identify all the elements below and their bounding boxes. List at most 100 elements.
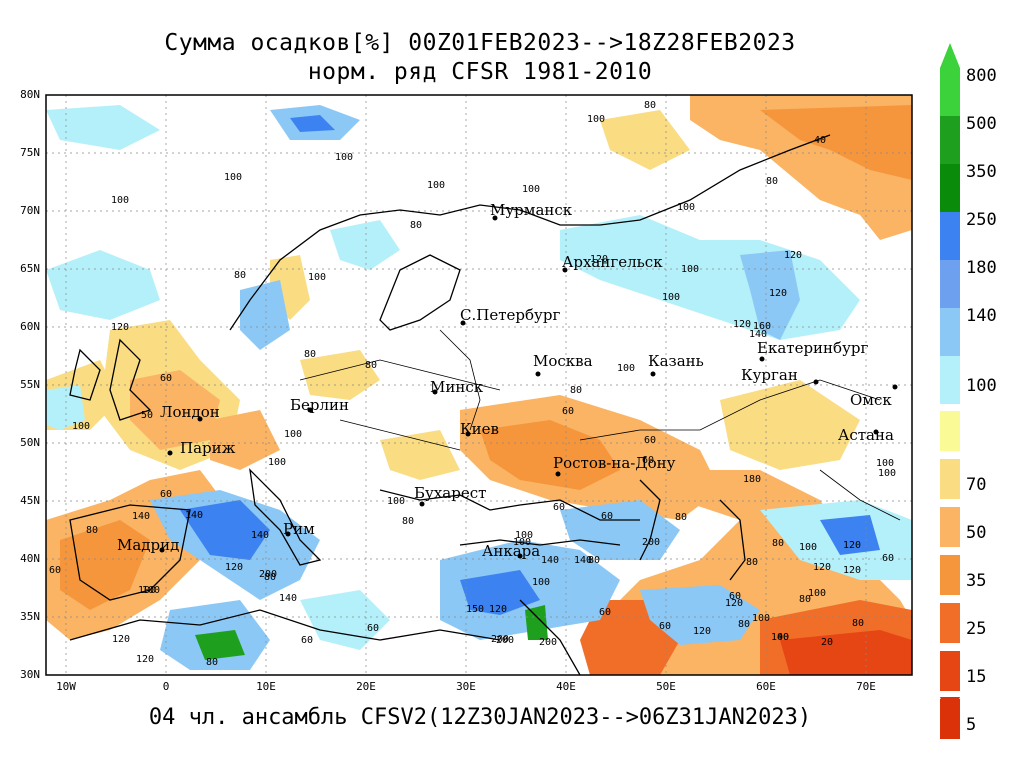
contour-label: 120 (813, 562, 831, 573)
contour-label: 120 (843, 565, 861, 576)
contour-label: 80 (772, 538, 784, 549)
city-label: Курган (741, 366, 798, 384)
contour-label: 60 (301, 635, 313, 646)
lon-label: 20E (356, 680, 376, 693)
contour-label: 50 (141, 410, 153, 421)
contour-label: 100 (268, 457, 286, 468)
city-label: Париж (180, 439, 236, 457)
lat-label: 55N (20, 378, 40, 391)
colorbar-label: 35 (966, 571, 987, 591)
contour-label: 60 (553, 502, 565, 513)
contour-label: 80 (410, 220, 422, 231)
colorbar-label: 25 (966, 619, 987, 639)
lat-label: 75N (20, 146, 40, 159)
contour-label: 140 (574, 555, 592, 566)
contour-label: 120 (693, 626, 711, 637)
map-plot-area (46, 95, 912, 675)
city-label: Минск (430, 378, 484, 396)
contour-label: 120 (784, 250, 802, 261)
contour-label: 200 (259, 569, 277, 580)
contour-label: 120 (590, 254, 608, 265)
colorbar-label: 500 (966, 114, 997, 134)
city-label: Киев (460, 420, 499, 438)
contour-label: 120 (136, 654, 154, 665)
lat-label: 40N (20, 552, 40, 565)
contour-label: 140 (185, 510, 203, 521)
contour-label: 60 (49, 565, 61, 576)
city-label: Берлин (290, 396, 349, 414)
contour-label: 60 (160, 373, 172, 384)
colorbar-swatch (940, 555, 960, 595)
contour-label: 100 (752, 613, 770, 624)
city-marker (419, 501, 425, 507)
city-label: Рим (283, 520, 315, 538)
contour-label: 60 (367, 623, 379, 634)
city-marker (759, 356, 765, 362)
contour-label: 80 (402, 516, 414, 527)
contour-label: 200 (642, 537, 660, 548)
city-markers: Мурманск Архангельск С.Петербург Москва Каза… (117, 201, 898, 560)
city-label: Архангельск (562, 253, 663, 271)
contour-label: 80 (86, 525, 98, 536)
contour-label: 80 (766, 176, 778, 187)
contour-label: 100 (876, 458, 894, 469)
contour-label: 120 (111, 322, 129, 333)
city-label: Мурманск (490, 201, 573, 219)
contour-label: 200 (539, 637, 557, 648)
contour-label: 100 (224, 172, 242, 183)
contour-label: 120 (489, 604, 507, 615)
contour-label: 80 (206, 657, 218, 668)
contour-label: 120 (733, 319, 751, 330)
ensemble-footer: 04 чл. ансамбль CFSV2(12Z30JAN2023-->06Z… (148, 705, 812, 730)
contour-label: 80 (234, 270, 246, 281)
city-label: Москва (533, 352, 593, 370)
city-marker (517, 553, 523, 559)
contour-label: 80 (264, 572, 276, 583)
contour-label: 200 (491, 634, 509, 645)
colorbar-swatch (940, 411, 960, 451)
axis-labels: 80N 75N 70N 65N 60N 55N 50N 45N 40N 35N 30N 10W 0 10E… (20, 88, 876, 693)
colorbar-swatch (940, 356, 960, 404)
city-marker (555, 471, 561, 477)
lat-label: 35N (20, 610, 40, 623)
contour-label: 150 (466, 604, 484, 615)
city-label: Бухарест (414, 484, 486, 502)
contour-label: 100 (142, 585, 160, 596)
contour-label: 60 (729, 591, 741, 602)
city-marker (813, 379, 819, 385)
city-label: Мадрид (117, 536, 179, 554)
contour-label: 100 (138, 585, 156, 596)
contour-label: 100 (617, 363, 635, 374)
colorbar-label: 250 (966, 210, 997, 230)
contour-label: 80 (799, 594, 811, 605)
colorbar-swatch (940, 260, 960, 308)
city-marker (285, 531, 291, 537)
contour-label: 140 (251, 530, 269, 541)
city-marker (873, 429, 879, 435)
contour-label: 140 (279, 593, 297, 604)
lon-label: 70E (856, 680, 876, 693)
city-marker (460, 320, 466, 326)
title-line-1: Сумма осадков[%] 00Z01FEB2023-->18Z28FEB… (164, 30, 796, 56)
contour-label: 80 (570, 385, 582, 396)
city-marker (535, 371, 541, 377)
contour-label: 80 (304, 349, 316, 360)
contour-label: 100 (677, 202, 695, 213)
colorbar-label: 800 (966, 66, 997, 86)
colorbar-swatch (940, 116, 960, 164)
colorbar-label: 15 (966, 667, 987, 687)
colorbar-swatch (940, 212, 960, 260)
contour-label: 140 (132, 511, 150, 522)
contour-label: 60 (642, 455, 654, 466)
contour-label: 140 (749, 329, 767, 340)
contour-label: 100 (799, 542, 817, 553)
contour-label: 80 (365, 360, 377, 371)
contour-label: 60 (644, 435, 656, 446)
lon-label: 0 (163, 680, 170, 693)
lat-label: 30N (20, 668, 40, 681)
city-marker (432, 389, 438, 395)
contour-label: 60 (601, 511, 613, 522)
city-marker (465, 431, 471, 437)
contour-label: 60 (160, 489, 172, 500)
